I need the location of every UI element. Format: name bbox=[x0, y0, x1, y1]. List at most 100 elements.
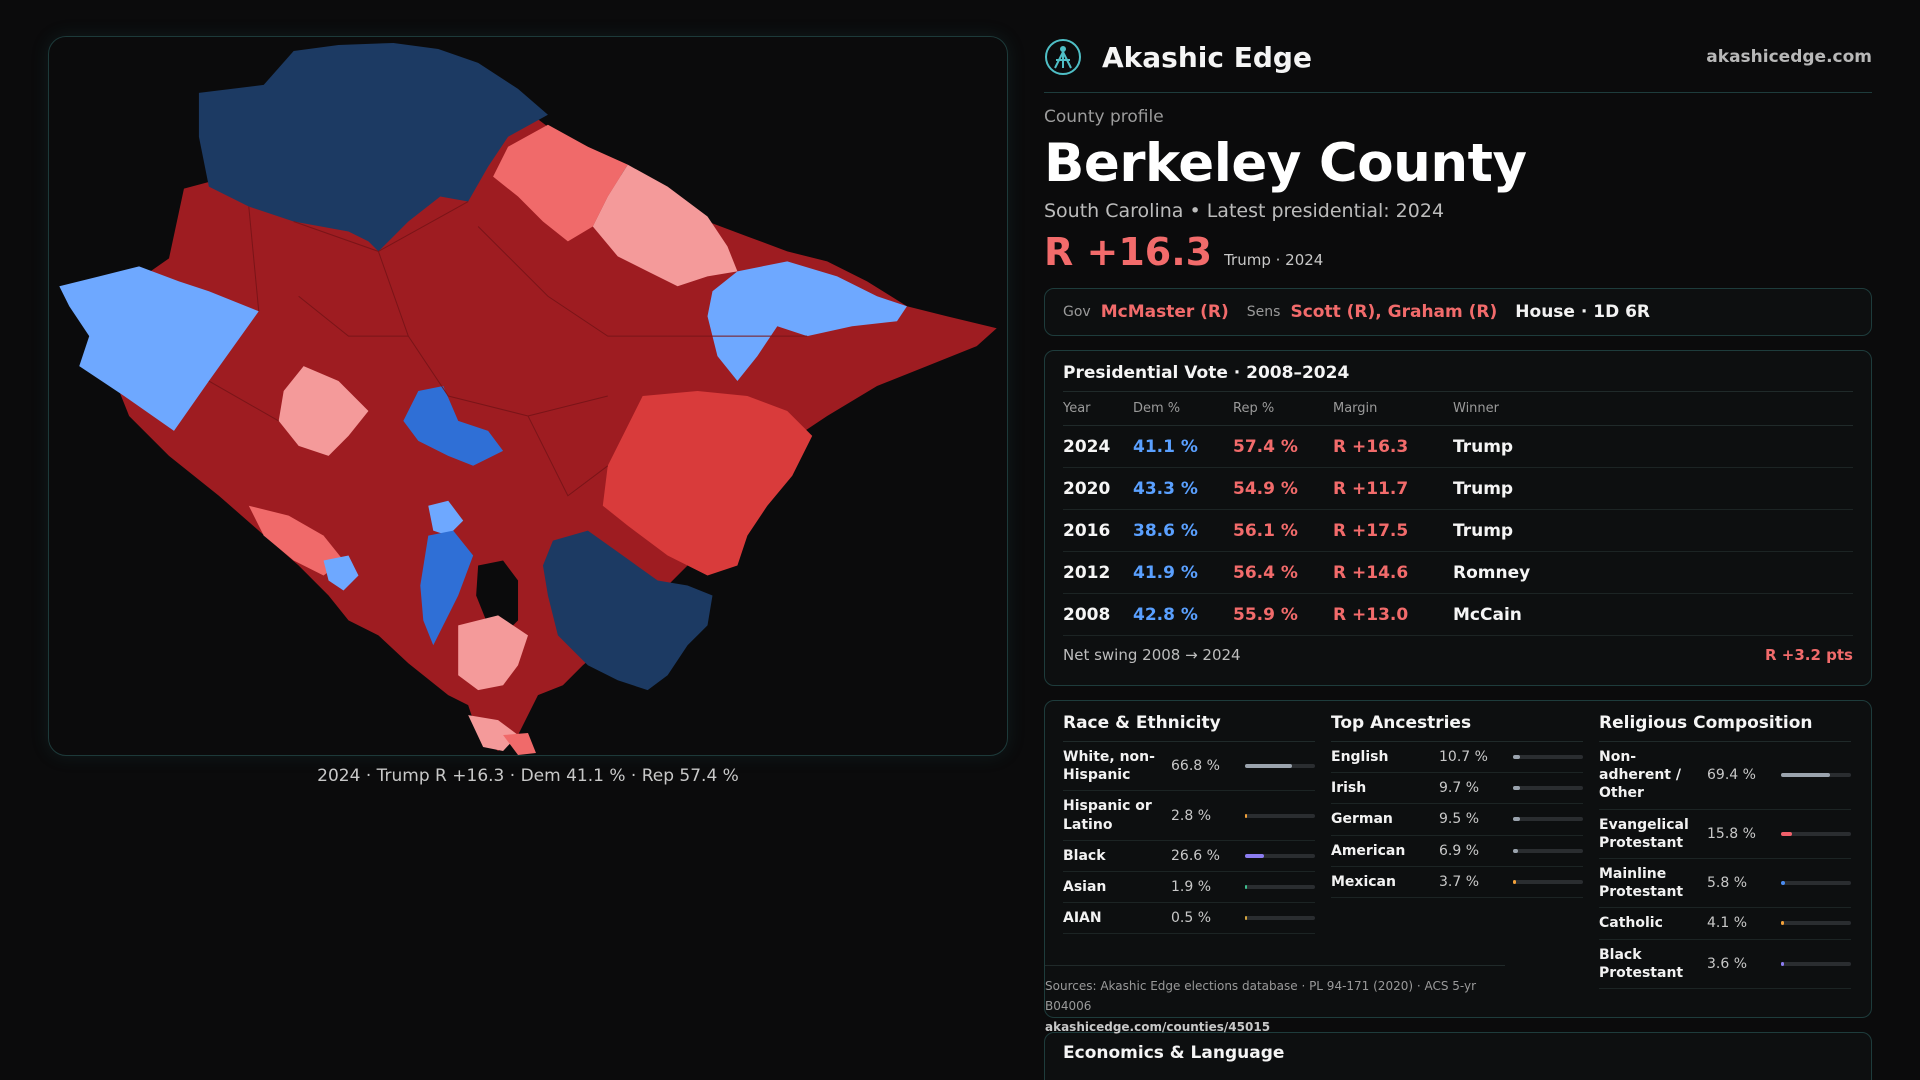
demo-bar bbox=[1781, 961, 1851, 966]
demo-label: Black bbox=[1063, 847, 1106, 864]
map-region-north-lean-r[interactable] bbox=[493, 124, 628, 242]
list-item: Irish 9.7 % bbox=[1331, 773, 1583, 805]
economics-title: Economics & Language bbox=[1063, 1043, 1285, 1063]
list-item: AIAN 0.5 % bbox=[1063, 903, 1315, 935]
demo-bar bbox=[1513, 786, 1583, 791]
demo-value: 69.4 % bbox=[1707, 767, 1756, 784]
demo-bar bbox=[1245, 885, 1315, 890]
map-region-southwest-lean-d[interactable] bbox=[323, 555, 359, 591]
row-rep: 54.9 % bbox=[1233, 478, 1298, 499]
list-item: German 9.5 % bbox=[1331, 804, 1583, 836]
row-rep: 56.1 % bbox=[1233, 520, 1298, 541]
map-region-tip-lean-r[interactable] bbox=[468, 715, 519, 752]
brand-name: Akashic Edge bbox=[1102, 40, 1312, 74]
list-item: White, non-Hispanic 66.8 % bbox=[1063, 742, 1315, 792]
map-region-east-dem[interactable] bbox=[707, 261, 907, 382]
demo-bar bbox=[1781, 831, 1851, 836]
demo-bar-fill bbox=[1781, 773, 1830, 778]
demo-bar-fill bbox=[1781, 881, 1786, 886]
demo-bar-fill bbox=[1781, 961, 1784, 966]
demo-value: 6.9 % bbox=[1439, 842, 1480, 859]
row-rep: 55.9 % bbox=[1233, 604, 1298, 625]
map-caption: 2024 · Trump R +16.3 · Dem 41.1 % · Rep … bbox=[317, 766, 739, 786]
demo-bar bbox=[1245, 813, 1315, 818]
list-item: English 10.7 % bbox=[1331, 742, 1583, 774]
sources-text: Sources: Akashic Edge elections database… bbox=[1045, 979, 1477, 1014]
race-section: Race & Ethnicity White, non-Hispanic 66.… bbox=[1063, 713, 1315, 935]
demo-value: 9.5 % bbox=[1439, 811, 1480, 828]
row-dem: 38.6 % bbox=[1133, 520, 1198, 541]
demo-bar-fill bbox=[1245, 764, 1292, 769]
demo-bar-fill bbox=[1245, 885, 1248, 890]
vote-table-title: Presidential Vote · 2008–2024 bbox=[1063, 363, 1853, 392]
row-dem: 42.8 % bbox=[1133, 604, 1198, 625]
page-title: Berkeley County bbox=[1044, 133, 1527, 194]
religion-title: Religious Composition bbox=[1599, 713, 1851, 742]
list-item: Evangelical Protestant 15.8 % bbox=[1599, 810, 1851, 859]
map-region-center-lean-d[interactable] bbox=[428, 500, 464, 536]
demo-bar-fill bbox=[1513, 848, 1518, 853]
map-region-central-tilt-r[interactable] bbox=[602, 391, 813, 576]
row-year: 2024 bbox=[1063, 436, 1111, 457]
row-year: 2016 bbox=[1063, 520, 1111, 541]
table-row: 2008 42.8 % 55.9 % R +13.0 McCain bbox=[1063, 594, 1853, 636]
row-margin: R +14.6 bbox=[1333, 562, 1409, 583]
vote-table-header: Year Dem % Rep % Margin Winner bbox=[1063, 392, 1853, 426]
demo-bar-fill bbox=[1781, 831, 1793, 836]
demo-label: White, non-Hispanic bbox=[1063, 749, 1155, 784]
demo-bar-fill bbox=[1513, 817, 1520, 822]
map-region-south-likely-d[interactable] bbox=[420, 530, 474, 646]
list-item: American 6.9 % bbox=[1331, 836, 1583, 867]
table-row: 2012 41.9 % 56.4 % R +14.6 Romney bbox=[1063, 552, 1853, 594]
map-region-center-likely-d[interactable] bbox=[403, 386, 504, 466]
map-region-harbor bbox=[476, 560, 519, 636]
demo-label: Mainline Protestant bbox=[1599, 865, 1684, 901]
map-region-central-west-lean-r[interactable] bbox=[278, 366, 369, 456]
officials-card: Gov McMaster (R) Sens Scott (R), Graham … bbox=[1044, 288, 1872, 336]
row-rep: 56.4 % bbox=[1233, 562, 1298, 583]
row-winner: Romney bbox=[1453, 562, 1531, 583]
col-rep: Rep % bbox=[1233, 401, 1275, 416]
col-year: Year bbox=[1063, 401, 1091, 416]
map-region-south-lean-r[interactable] bbox=[458, 615, 528, 691]
row-rep: 57.4 % bbox=[1233, 436, 1298, 457]
demo-value: 9.7 % bbox=[1439, 780, 1480, 797]
demo-label: American bbox=[1331, 842, 1406, 859]
demo-bar bbox=[1513, 848, 1583, 853]
map-region-north-dem[interactable] bbox=[198, 42, 548, 252]
map-region-tip-likely-r[interactable] bbox=[503, 733, 536, 755]
row-dem: 41.1 % bbox=[1133, 436, 1198, 457]
row-year: 2008 bbox=[1063, 604, 1111, 625]
demo-value: 15.8 % bbox=[1707, 825, 1756, 842]
demo-label: Asian bbox=[1063, 878, 1107, 895]
economics-card: Economics & Language bbox=[1044, 1032, 1872, 1080]
profile-panel: Akashic Edge akashicedge.com County prof… bbox=[1044, 36, 1872, 1080]
table-row: 2016 38.6 % 56.1 % R +17.5 Trump bbox=[1063, 510, 1853, 552]
demo-label: Non-adherent / Other bbox=[1599, 749, 1681, 802]
map-region-southwest-likely-r[interactable] bbox=[248, 505, 344, 576]
precinct-map[interactable] bbox=[48, 36, 1008, 756]
demo-label: German bbox=[1331, 811, 1393, 828]
demo-label: AIAN bbox=[1063, 910, 1102, 927]
header-divider bbox=[1044, 92, 1872, 93]
brand-url-link[interactable]: akashicedge.com bbox=[1706, 47, 1872, 67]
demo-value: 1.9 % bbox=[1171, 879, 1212, 896]
demo-value: 10.7 % bbox=[1439, 749, 1488, 766]
sources-url-link[interactable]: akashicedge.com/counties/45015 bbox=[1045, 1019, 1271, 1034]
col-margin: Margin bbox=[1333, 401, 1378, 416]
presidential-vote-card: Presidential Vote · 2008–2024 Year Dem %… bbox=[1044, 350, 1872, 686]
row-margin: R +17.5 bbox=[1333, 520, 1409, 541]
map-region-south-dem[interactable] bbox=[542, 530, 713, 691]
akashic-logo-icon bbox=[1045, 39, 1081, 75]
demo-value: 3.7 % bbox=[1439, 873, 1480, 890]
map-region-west-dem[interactable] bbox=[59, 266, 259, 431]
demographics-card: Race & Ethnicity White, non-Hispanic 66.… bbox=[1044, 700, 1872, 1034]
demo-bar-fill bbox=[1245, 916, 1248, 921]
col-dem: Dem % bbox=[1133, 401, 1181, 416]
demo-value: 0.5 % bbox=[1171, 910, 1212, 927]
senators-names: Scott (R), Graham (R) bbox=[1290, 302, 1498, 322]
demo-bar-fill bbox=[1513, 755, 1521, 760]
list-item: Hispanic or Latino 2.8 % bbox=[1063, 791, 1315, 841]
map-region-northeast-lean-r[interactable] bbox=[592, 164, 738, 287]
